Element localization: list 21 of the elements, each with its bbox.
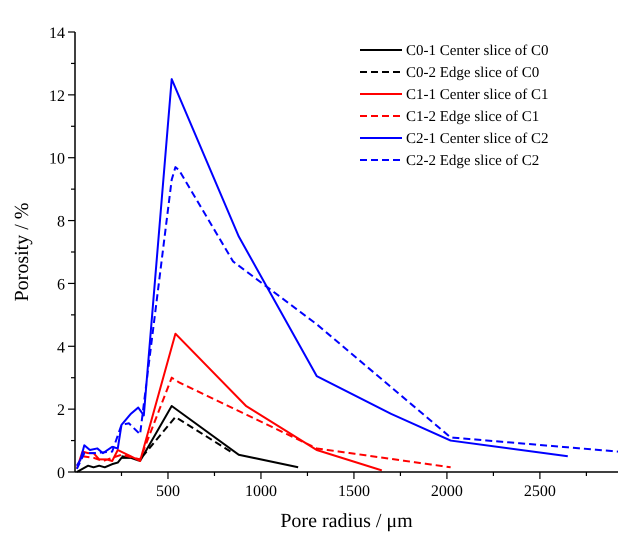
- y-tick-label: 8: [57, 214, 65, 231]
- y-tick-label: 12: [49, 88, 65, 105]
- legend-label: C1-2 Edge slice of C1: [406, 109, 540, 125]
- x-tick-label: 2000: [430, 483, 463, 500]
- legend-label: C0-1 Center slice of C0: [406, 43, 548, 59]
- legend-label: C0-2 Edge slice of C0: [406, 65, 540, 81]
- y-tick-label: 4: [57, 339, 65, 356]
- x-tick-label: 1000: [244, 483, 277, 500]
- y-tick-label: 6: [57, 276, 65, 294]
- x-axis-title: Pore radius / μm: [280, 510, 414, 532]
- legend-label: C2-1 Center slice of C2: [406, 131, 548, 147]
- legend-label: C1-1 Center slice of C1: [406, 87, 548, 103]
- x-tick-label: 500: [156, 483, 180, 500]
- y-tick-label: 0: [57, 465, 65, 482]
- x-tick-label: 2500: [524, 483, 556, 500]
- y-axis-title: Porosity / %: [11, 202, 33, 302]
- x-tick-label: 1500: [338, 483, 370, 500]
- legend-label: C2-2 Edge slice of C2: [406, 153, 540, 169]
- y-tick-label: 2: [57, 402, 65, 420]
- y-tick-label: 10: [49, 150, 65, 168]
- y-tick-label: 14: [49, 25, 65, 42]
